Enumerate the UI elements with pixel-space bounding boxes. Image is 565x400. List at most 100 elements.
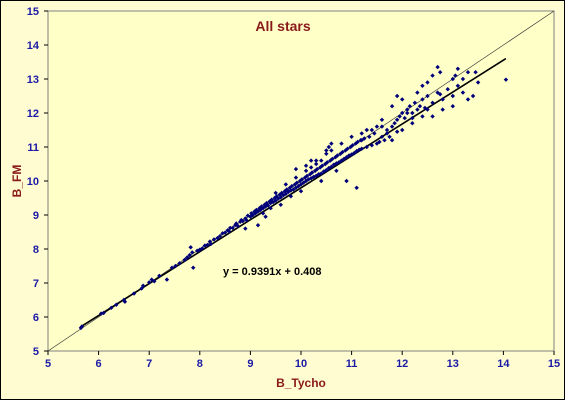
y-tick-label: 15 [27,6,39,18]
data-point [330,156,335,162]
data-point [354,185,359,190]
y-tick-label: 9 [33,210,39,222]
data-point [217,233,223,239]
y-tick-label: 5 [33,346,39,358]
data-point [190,250,195,255]
data-point [334,168,339,173]
data-point [455,66,461,71]
data-point [255,223,261,228]
data-point [410,121,415,126]
data-point [473,70,478,75]
data-point [345,146,350,151]
data-point [289,183,295,189]
data-point [405,107,410,112]
data-point [283,191,289,197]
data-point [351,150,357,156]
data-point [191,265,196,270]
data-point [313,158,319,163]
y-tick-label: 13 [27,74,39,86]
data-point [372,131,377,136]
data-point [288,194,294,199]
data-point [173,263,178,269]
data-point [379,134,385,139]
data-point [240,218,246,224]
x-tick-label: 13 [447,358,459,370]
data-point [200,246,205,251]
data-point [188,245,193,250]
data-point [303,163,309,168]
data-point [440,107,445,112]
data-point [453,73,458,78]
data-point [235,223,240,229]
data-point [460,76,466,82]
data-point [465,97,471,102]
data-point [293,175,299,180]
data-point [437,70,443,75]
data-point [164,277,170,282]
data-point [450,104,455,109]
data-point [211,237,217,242]
x-tick-label: 8 [197,358,203,370]
data-point [405,110,410,116]
data-point [308,158,314,163]
data-point [329,164,334,169]
data-point [226,229,232,234]
data-point [205,242,210,248]
data-point [389,124,395,129]
data-point [283,182,289,187]
data-point [422,105,428,111]
data-point [400,97,405,102]
y-tick-label: 7 [33,278,39,290]
data-point [243,216,248,221]
data-point [407,104,412,109]
y-tick-label: 10 [27,176,39,188]
data-point [394,117,400,122]
data-point [412,100,418,105]
y-tick-label: 8 [33,244,39,256]
data-point [250,212,256,218]
data-point [465,70,471,75]
data-point [410,115,415,121]
data-points [78,64,509,331]
data-point [272,195,277,201]
data-point [389,104,395,109]
data-point [319,171,324,176]
x-tick-label: 7 [146,358,152,370]
data-point [415,107,420,112]
data-point [227,225,233,231]
data-point [417,104,423,109]
data-point [425,93,430,99]
data-point [234,221,239,226]
data-point [339,141,344,146]
data-point [303,178,309,184]
data-point [367,134,372,139]
data-point [323,161,328,167]
data-point [114,302,119,307]
data-point [377,139,382,145]
data-point [344,178,349,184]
data-point [308,176,314,181]
data-point [319,178,324,184]
data-point [157,273,162,279]
data-point [177,261,182,266]
data-point [215,235,220,241]
data-point [402,115,407,121]
data-point [79,324,85,329]
data-point [260,211,266,216]
data-point [356,147,362,152]
y-tick-label: 11 [27,142,39,154]
data-point [420,83,425,88]
y-tick-label: 14 [27,40,40,52]
data-point [430,73,435,78]
data-point [455,83,461,88]
data-point [340,149,345,155]
data-point [420,114,425,119]
data-point [187,252,192,258]
data-point [392,121,397,126]
data-point [140,283,146,288]
y-axis-ticks: 5 6 7 8 9 10 11 12 13 14 15 [27,6,48,358]
data-point [440,97,445,102]
data-point [314,166,320,172]
data-point [394,93,400,99]
